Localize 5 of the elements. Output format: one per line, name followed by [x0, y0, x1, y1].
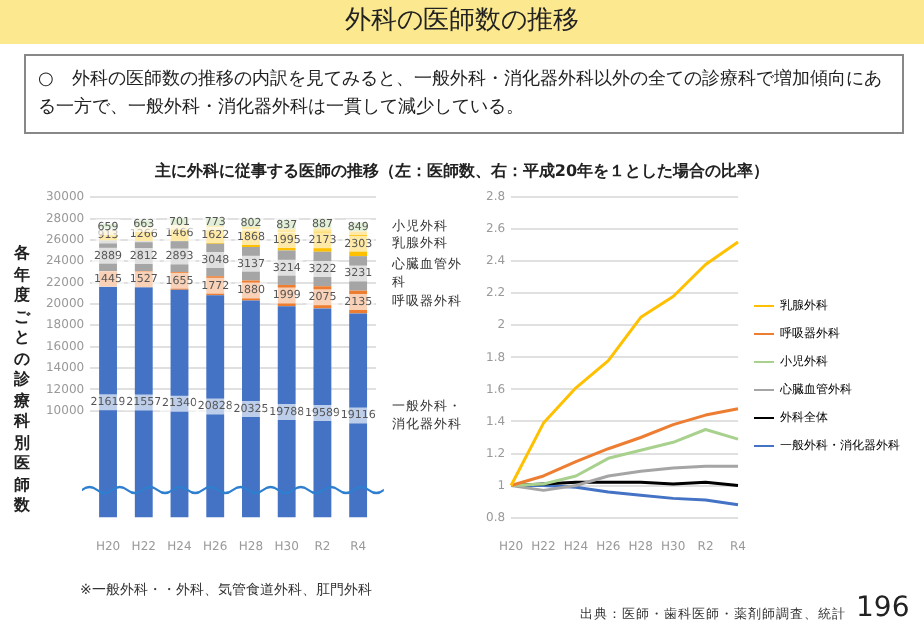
- text: 各年度ごとの診療科別医師数: [14, 244, 30, 514]
- text: ○ 外科の医師数の推移の内訳を見てみると、一般外科・消化器外科以外の全ての診療科で増加傾向にある一方で、一般外科・消化器外科は一貫して減少している。: [24, 54, 904, 134]
- text: 196: [856, 592, 910, 624]
- text: 外科の医師数の推移: [0, 0, 924, 44]
- text: 主に外科に従事する医師の推移（左：医師数、右：平成20年を１とした場合の比率）: [152, 160, 772, 182]
